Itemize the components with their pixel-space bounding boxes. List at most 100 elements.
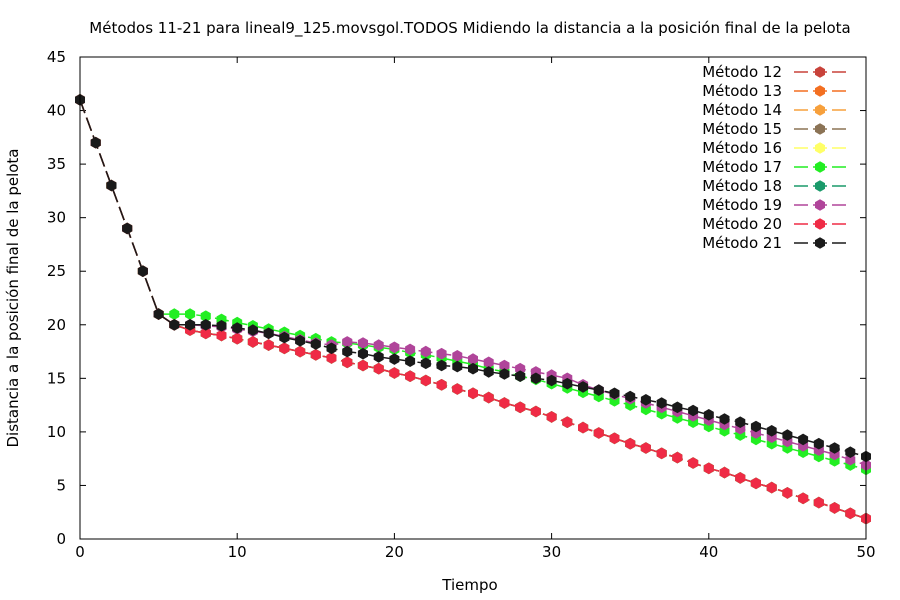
- data-point: [672, 451, 683, 464]
- data-point: [468, 387, 478, 400]
- y-tick-label: 40: [47, 102, 66, 120]
- data-point: [750, 477, 761, 490]
- data-point: [342, 345, 353, 358]
- data-point: [389, 341, 400, 354]
- data-point: [515, 401, 526, 414]
- y-tick-label: 0: [56, 530, 66, 548]
- legend-marker: [815, 218, 825, 230]
- series-line: [79, 99, 867, 471]
- data-point: [798, 492, 809, 505]
- data-point: [90, 136, 101, 149]
- legend-marker: [815, 104, 825, 116]
- data-point: [829, 502, 840, 514]
- data-point: [357, 337, 368, 349]
- data-point: [609, 432, 620, 445]
- data-point: [483, 366, 494, 378]
- y-tick-label: 30: [47, 209, 66, 227]
- data-point: [263, 327, 274, 340]
- data-point: [295, 345, 306, 358]
- legend-marker: [815, 180, 825, 192]
- x-tick-label: 40: [699, 543, 718, 561]
- y-tick-label: 45: [47, 48, 66, 66]
- data-point: [326, 342, 337, 355]
- data-point: [169, 308, 180, 320]
- data-point: [625, 390, 636, 403]
- data-point: [357, 359, 368, 372]
- data-point: [688, 457, 699, 469]
- chart-title: Métodos 11-21 para lineal9_125.movsgol.T…: [89, 19, 850, 38]
- data-point: [562, 416, 573, 428]
- data-point: [845, 453, 856, 466]
- data-point: [609, 387, 620, 400]
- x-tick-label: 30: [542, 543, 561, 561]
- data-point: [530, 372, 541, 385]
- legend-marker: [815, 85, 825, 97]
- legend-marker: [815, 123, 825, 135]
- data-point: [200, 319, 211, 331]
- data-point: [137, 265, 148, 277]
- data-point: [452, 360, 463, 373]
- legend-marker: [815, 199, 825, 211]
- data-point: [169, 319, 180, 331]
- data-point: [263, 339, 274, 351]
- legend-label: Método 19: [702, 196, 782, 214]
- data-point: [405, 343, 416, 356]
- x-tick-label: 20: [385, 543, 404, 561]
- data-point: [530, 405, 541, 418]
- data-point: [122, 222, 133, 235]
- data-point: [420, 345, 431, 358]
- y-axis-label: Distancia a la posición final de la pelo…: [4, 148, 22, 447]
- data-point: [106, 179, 117, 192]
- data-point: [845, 446, 856, 458]
- data-point: [656, 447, 667, 460]
- data-point: [640, 442, 651, 454]
- legend-marker: [815, 142, 825, 154]
- data-point: [766, 425, 777, 437]
- data-point: [216, 320, 227, 332]
- data-point: [593, 427, 604, 439]
- data-point: [578, 421, 589, 434]
- data-point: [373, 351, 384, 363]
- legend-marker: [815, 237, 825, 249]
- data-point: [468, 362, 478, 375]
- data-point: [499, 359, 510, 372]
- data-point: [279, 342, 290, 355]
- plot-frame: [79, 56, 867, 540]
- data-point: [656, 397, 667, 409]
- data-point: [373, 339, 384, 351]
- y-tick-label: 5: [56, 476, 66, 494]
- data-point: [436, 359, 447, 372]
- data-point: [310, 338, 321, 350]
- series-line: [79, 99, 867, 458]
- data-point: [153, 308, 164, 320]
- x-tick-label: 50: [856, 543, 875, 561]
- x-axis-label: Tiempo: [441, 576, 497, 594]
- data-point: [688, 404, 699, 417]
- data-point: [562, 377, 573, 390]
- data-point: [405, 355, 416, 367]
- data-point: [515, 362, 526, 375]
- x-tick-label: 10: [228, 543, 247, 561]
- y-tick-label: 20: [47, 316, 66, 334]
- data-point: [326, 352, 337, 364]
- data-point: [483, 391, 494, 404]
- data-point: [829, 442, 840, 454]
- legend-label: Método 20: [702, 215, 782, 233]
- data-point: [735, 472, 746, 484]
- legend-label: Método 15: [702, 120, 782, 138]
- data-point: [373, 362, 384, 375]
- data-point: [625, 437, 636, 450]
- series-21: [75, 94, 871, 463]
- data-point: [357, 347, 368, 360]
- data-point: [703, 462, 714, 475]
- data-point: [515, 370, 526, 382]
- data-point: [452, 383, 463, 395]
- data-point: [436, 379, 447, 391]
- data-point: [546, 374, 557, 387]
- legend-label: Método 13: [702, 82, 782, 100]
- series-20: [75, 94, 871, 525]
- data-point: [200, 327, 211, 340]
- data-point: [295, 335, 306, 347]
- data-point: [578, 381, 589, 393]
